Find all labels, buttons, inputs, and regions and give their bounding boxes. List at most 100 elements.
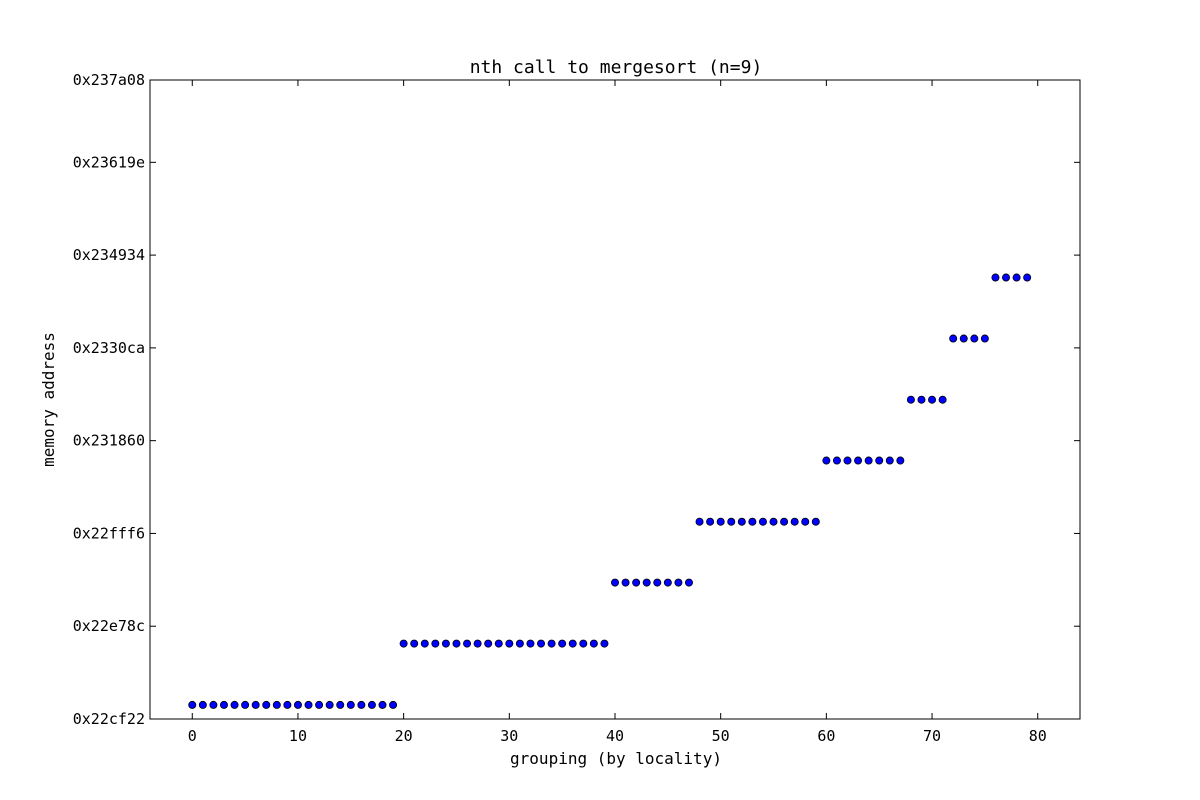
data-point	[790, 517, 799, 526]
data-point	[706, 517, 715, 526]
data-point	[410, 639, 419, 648]
data-point	[558, 639, 567, 648]
data-point	[653, 578, 662, 587]
x-tick-label: 0	[188, 727, 197, 745]
data-point	[389, 700, 398, 709]
data-point	[801, 517, 810, 526]
data-point	[209, 700, 218, 709]
data-point	[970, 334, 979, 343]
data-point	[959, 334, 968, 343]
data-point	[684, 578, 693, 587]
data-point	[716, 517, 725, 526]
data-point	[579, 639, 588, 648]
data-point	[589, 639, 598, 648]
y-axis-label: memory address	[39, 332, 58, 467]
x-tick-label: 10	[289, 727, 307, 745]
x-tick-label: 40	[606, 727, 624, 745]
x-tick-label: 20	[395, 727, 413, 745]
data-point	[980, 334, 989, 343]
data-point	[293, 700, 302, 709]
data-point	[780, 517, 789, 526]
y-tick-label: 0x2330ca	[73, 339, 145, 357]
y-tick-label: 0x22e78c	[73, 617, 145, 635]
data-point	[547, 639, 556, 648]
data-point	[991, 273, 1000, 282]
data-point	[949, 334, 958, 343]
data-point	[600, 639, 609, 648]
data-point	[336, 700, 345, 709]
data-point	[251, 700, 260, 709]
data-point	[663, 578, 672, 587]
data-point	[431, 639, 440, 648]
data-point	[283, 700, 292, 709]
data-point	[695, 517, 704, 526]
data-point	[325, 700, 334, 709]
data-point	[399, 639, 408, 648]
data-point	[515, 639, 524, 648]
data-point	[262, 700, 271, 709]
y-tick-label: 0x22fff6	[73, 524, 145, 542]
data-point	[304, 700, 313, 709]
data-point	[727, 517, 736, 526]
data-point	[843, 456, 852, 465]
chart-title: nth call to mergesort (n=9)	[470, 57, 763, 78]
x-axis-label: grouping (by locality)	[510, 749, 722, 768]
data-point	[632, 578, 641, 587]
y-tick-label: 0x23619e	[73, 153, 145, 171]
data-point	[505, 639, 514, 648]
data-point	[928, 395, 937, 404]
data-point	[737, 517, 746, 526]
data-point	[526, 639, 535, 648]
data-point	[1023, 273, 1032, 282]
data-point	[885, 456, 894, 465]
data-point	[758, 517, 767, 526]
data-point	[906, 395, 915, 404]
data-point	[917, 395, 926, 404]
data-points	[188, 273, 1032, 709]
data-point	[346, 700, 355, 709]
y-tick-label: 0x22cf22	[73, 710, 145, 728]
data-point	[864, 456, 873, 465]
data-point	[642, 578, 651, 587]
y-tick-label: 0x237a08	[73, 71, 145, 89]
data-point	[748, 517, 757, 526]
x-tick-label: 80	[1029, 727, 1047, 745]
data-point	[938, 395, 947, 404]
data-point	[832, 456, 841, 465]
data-point	[241, 700, 250, 709]
axis-ticks: 0 10 20 30 40 50 60 70 80 0x22cf22 0x22e78c 0x22fff…	[73, 71, 1080, 745]
data-point	[315, 700, 324, 709]
data-point	[420, 639, 429, 648]
y-tick-label: 0x231860	[73, 432, 145, 450]
x-tick-label: 60	[817, 727, 835, 745]
y-tick-label: 0x234934	[73, 246, 145, 264]
data-point	[494, 639, 503, 648]
data-point	[484, 639, 493, 648]
data-point	[198, 700, 207, 709]
x-tick-label: 50	[712, 727, 730, 745]
data-point	[568, 639, 577, 648]
data-point	[854, 456, 863, 465]
data-point	[473, 639, 482, 648]
x-tick-label: 30	[500, 727, 518, 745]
data-point	[367, 700, 376, 709]
data-point	[811, 517, 820, 526]
data-point	[219, 700, 228, 709]
data-point	[1002, 273, 1011, 282]
x-tick-label: 70	[923, 727, 941, 745]
data-point	[621, 578, 630, 587]
data-point	[378, 700, 387, 709]
data-point	[875, 456, 884, 465]
data-point	[357, 700, 366, 709]
data-point	[1012, 273, 1021, 282]
data-point	[441, 639, 450, 648]
data-point	[674, 578, 683, 587]
data-point	[769, 517, 778, 526]
data-point	[537, 639, 546, 648]
data-point	[896, 456, 905, 465]
data-point	[611, 578, 620, 587]
data-point	[272, 700, 281, 709]
data-point	[230, 700, 239, 709]
data-point	[463, 639, 472, 648]
